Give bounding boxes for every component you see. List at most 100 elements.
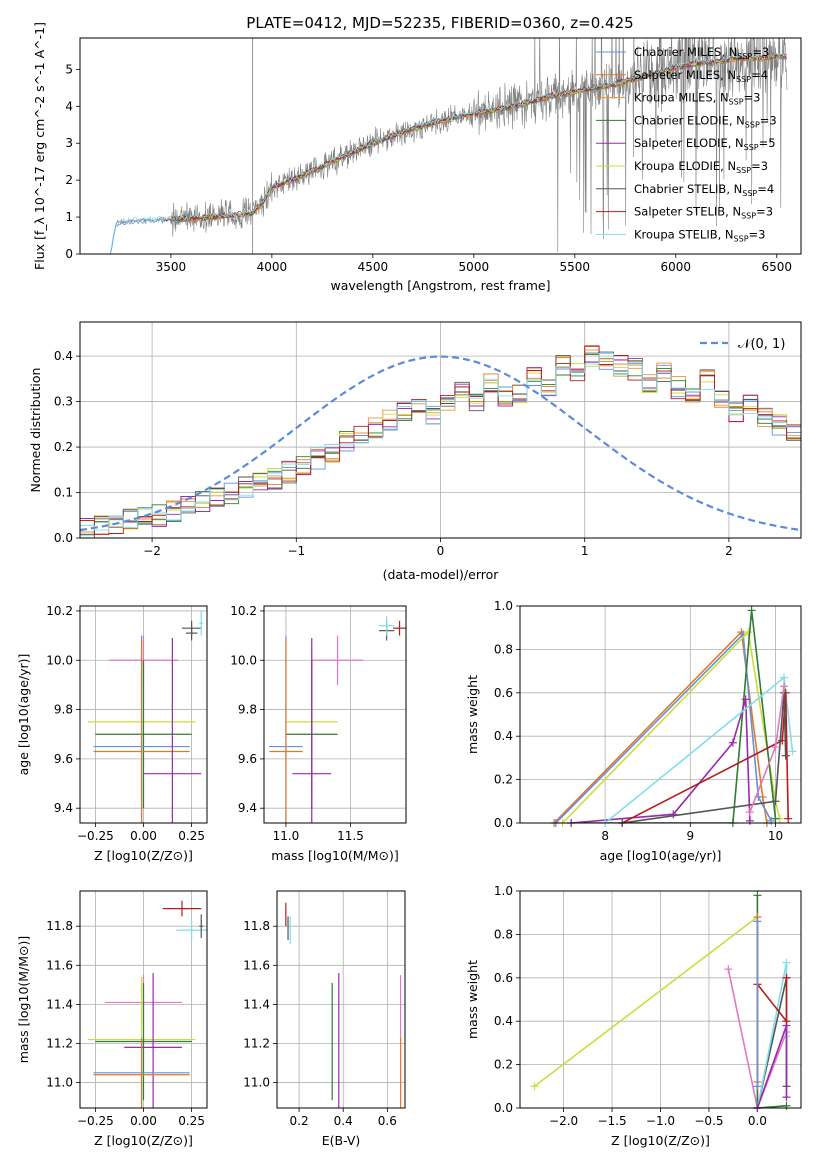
legend-subscript: SSP <box>745 120 760 129</box>
y-tick-label: 11.6 <box>46 958 73 972</box>
legend-label: Chabrier ELODIE, NSSP=3 <box>634 113 777 129</box>
y-tick-label: 9.4 <box>238 801 257 815</box>
x-tick-label: 0.25 <box>178 1114 205 1128</box>
legend-value: =4 <box>751 68 768 82</box>
y-tick-label: 9.6 <box>54 752 73 766</box>
y-tick-label: 11.0 <box>243 1076 270 1090</box>
spectrum-panel: 3500 4000 4500 5000 5500 6000 6500 0 1 2 3 4 5 wavele… <box>32 22 802 293</box>
x-tick-label: 3500 <box>156 260 187 274</box>
x-tick-label: 0 <box>437 544 445 558</box>
x-tick-label: 0.2 <box>290 1114 309 1128</box>
x-tick-label: 0.25 <box>178 829 205 843</box>
y-tick-label: 11.4 <box>46 997 73 1011</box>
x-tick-label: 10 <box>768 829 783 843</box>
y-tick-label: 4 <box>65 99 73 113</box>
x-axis-label: mass [log10(M/M⊙)] <box>271 848 399 863</box>
gaussian-curve <box>79 355 802 532</box>
y-tick-label: 11.8 <box>243 919 270 933</box>
y-tick-label: 11.8 <box>46 919 73 933</box>
y-tick-label: 0.4 <box>494 1014 513 1028</box>
x-tick-label: 4000 <box>257 260 288 274</box>
x-tick-label: −0.5 <box>694 1114 723 1128</box>
x-axis-label: Z [log10(Z/Z⊙)] <box>94 1133 193 1148</box>
legend-subscript: SSP <box>744 143 759 152</box>
y-tick-label: 0.2 <box>54 440 73 454</box>
legend-value: =3 <box>749 227 766 241</box>
y-tick-label: 11.4 <box>243 997 270 1011</box>
mass-weight-line <box>727 968 788 1108</box>
axes-frame <box>79 605 208 824</box>
x-tick-label: 11.0 <box>273 829 300 843</box>
mass-weight-line <box>562 630 781 823</box>
axes-frame <box>79 321 802 539</box>
legend-subscript: SSP <box>741 212 756 221</box>
legend-label: Salpeter ELODIE, NSSP=5 <box>634 136 776 152</box>
legend-value: =5 <box>759 136 776 150</box>
x-tick-label: 0.00 <box>130 829 157 843</box>
y-tick-label: 10.0 <box>46 653 73 667</box>
observed-spectrum <box>110 38 788 254</box>
axes-frame <box>263 605 407 824</box>
legend-subscript: SSP <box>736 166 751 175</box>
y-tick-label: 0.0 <box>494 816 513 830</box>
x-tick-label: −2 <box>143 544 161 558</box>
age-vs-mass-panel: 11.0 11.5 9.4 9.6 9.8 10.0 10.2 mass [log10(M/M… <box>230 604 407 863</box>
x-axis-label: E(B-V) <box>322 1133 361 1148</box>
x-axis-label: age [log10(age/yr)] <box>600 848 722 863</box>
x-tick-label: −1.0 <box>646 1114 675 1128</box>
y-tick-label: 5 <box>65 62 73 76</box>
y-axis-label: mass weight <box>465 675 480 754</box>
residual-histogram-step <box>80 351 801 538</box>
y-tick-label: 10.2 <box>230 604 257 618</box>
mass-vs-extinction-panel: 0.2 0.4 0.6 11.0 11.2 11.4 11.6 11.8 E(B-V) <box>243 890 406 1148</box>
x-tick-label: −0.25 <box>77 1114 114 1128</box>
legend-label: Salpeter STELIB, NSSP=3 <box>634 205 773 221</box>
x-tick-label: −0.25 <box>77 829 114 843</box>
y-tick-label: 11.0 <box>46 1076 73 1090</box>
axes-frame <box>276 890 406 1109</box>
x-tick-label: 5500 <box>560 260 591 274</box>
legend-subscript: SSP <box>729 98 744 107</box>
y-tick-label: 0.3 <box>54 395 73 409</box>
legend-subscript: SSP <box>736 75 751 84</box>
residual-histogram-step <box>80 345 801 535</box>
y-tick-label: 9.4 <box>54 801 73 815</box>
y-tick-label: 0.6 <box>494 971 513 985</box>
legend-value: =3 <box>744 91 761 105</box>
mass-weight-line <box>622 692 787 823</box>
axes-frame <box>79 37 802 255</box>
y-tick-label: 0.2 <box>494 1058 513 1072</box>
residual-histogram-panel: −2 −1 0 1 2 0.0 0.1 0.2 0.3 0.4 (data-model)/error… <box>28 321 802 582</box>
figure-title: PLATE=0412, MJD=52235, FIBERID=0360, z=0… <box>246 14 633 32</box>
legend-label: Salpeter MILES, NSSP=4 <box>634 68 768 84</box>
x-tick-label: 0.0 <box>748 1114 767 1128</box>
x-tick-label: 8 <box>601 829 609 843</box>
legend-subscript: SSP <box>742 189 757 198</box>
mass-weight-vs-metallicity-panel: −2.0 −1.5 −1.0 −0.5 0.0 0.0 0.2 0.4 0.6 0.8 1.0 Z [… <box>465 884 802 1148</box>
x-tick-label: 1 <box>581 544 589 558</box>
y-tick-label: 0.2 <box>494 773 513 787</box>
x-tick-label: 0.6 <box>378 1114 397 1128</box>
y-tick-label: 0.6 <box>494 686 513 700</box>
y-tick-label: 9.8 <box>54 703 73 717</box>
y-tick-label: 0.4 <box>494 729 513 743</box>
x-tick-label: −1 <box>287 544 305 558</box>
y-tick-label: 0.1 <box>54 486 73 500</box>
x-tick-label: 9 <box>686 829 694 843</box>
x-axis-label: Z [log10(Z/Z⊙)] <box>94 848 193 863</box>
y-axis-label: Flux [f_λ 10^-17 erg cm^-2 s^-1 A^-1] <box>32 22 47 270</box>
legend-value: =3 <box>752 45 769 59</box>
legend-value: =4 <box>757 182 774 196</box>
model-spectrum <box>109 52 787 253</box>
y-axis-label: mass [log10(M/M⊙)] <box>16 936 31 1064</box>
y-tick-label: 9.8 <box>238 703 257 717</box>
y-tick-label: 3 <box>65 136 73 150</box>
x-tick-label: −1.5 <box>597 1114 626 1128</box>
mass-weight-line <box>571 610 777 823</box>
mass-weight-vs-age-panel: 8 9 10 0.0 0.2 0.4 0.6 0.8 1.0 age [log10(age/yr)… <box>465 599 802 863</box>
residual-histogram-step <box>80 359 801 535</box>
y-tick-label: 1.0 <box>494 599 513 613</box>
y-tick-label: 0.4 <box>54 349 73 363</box>
legend-label: Chabrier STELIB, NSSP=4 <box>634 182 774 198</box>
